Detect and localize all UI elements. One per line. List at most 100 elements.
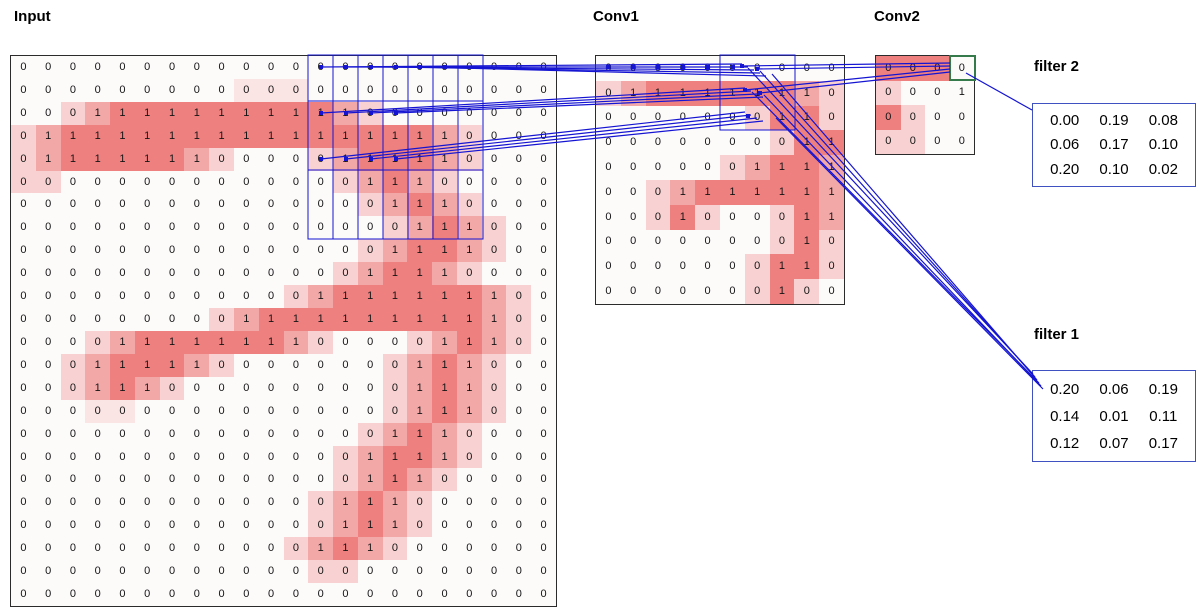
filter2-value: 0.06 [1050, 136, 1080, 154]
input-cell: 1 [308, 101, 334, 125]
input-cell: 1 [407, 147, 433, 171]
input-cell: 1 [357, 537, 383, 561]
input-cell: 0 [333, 422, 358, 446]
input-cell: 1 [382, 422, 408, 446]
input-cell: 0 [233, 78, 259, 102]
input-cell: 0 [35, 445, 61, 469]
conv1-cell: 0 [620, 155, 646, 180]
input-cell: 0 [11, 422, 36, 446]
conv1-cell: 0 [596, 80, 621, 106]
input-cell: 1 [382, 262, 408, 286]
input-cell: 0 [506, 170, 532, 194]
input-cell: 0 [233, 583, 259, 606]
input-cell: 1 [35, 147, 61, 171]
input-cell: 0 [382, 101, 408, 125]
input-cell: 0 [531, 560, 556, 584]
input-cell: 0 [258, 56, 284, 79]
input-cell: 1 [333, 124, 358, 148]
conv1-cell: 0 [744, 105, 770, 131]
conv1-cell: 0 [744, 130, 770, 156]
input-cell: 0 [85, 78, 111, 102]
conv1-cell: 0 [596, 204, 621, 230]
conv2-cell: 0 [876, 105, 901, 130]
input-cell: 0 [506, 491, 532, 515]
input-cell: 0 [134, 262, 160, 286]
input-cell: 0 [209, 216, 234, 240]
input-cell: 0 [85, 239, 111, 263]
conv1-cell: 1 [794, 105, 820, 131]
input-cell: 1 [85, 124, 111, 148]
conv2-cell: 0 [949, 56, 974, 81]
input-cell: 0 [35, 56, 61, 79]
input-cell: 1 [382, 491, 408, 515]
input-cell: 0 [60, 78, 86, 102]
input-cell: 1 [407, 399, 433, 423]
input-cell: 0 [11, 147, 36, 171]
input-cell: 1 [382, 147, 408, 171]
input-cell: 0 [159, 285, 185, 309]
input-cell: 0 [85, 468, 111, 492]
input-cell: 0 [258, 468, 284, 492]
input-cell: 0 [159, 468, 185, 492]
input-cell: 0 [333, 193, 358, 217]
conv1-cell: 0 [769, 229, 795, 255]
input-cell: 0 [85, 491, 111, 515]
input-cell: 0 [308, 514, 334, 538]
input-cell: 0 [308, 445, 334, 469]
input-cell: 0 [506, 445, 532, 469]
input-cell: 0 [233, 468, 259, 492]
input-cell: 1 [308, 537, 334, 561]
input-cell: 1 [35, 124, 61, 148]
input-cell: 0 [506, 147, 532, 171]
input-cell: 0 [110, 468, 135, 492]
conv1-cell: 1 [794, 179, 820, 205]
input-cell: 0 [283, 514, 309, 538]
input-cell: 0 [308, 353, 334, 377]
input-cell: 1 [407, 239, 433, 263]
input-cell: 0 [506, 124, 532, 148]
input-cell: 0 [432, 514, 457, 538]
input-cell: 1 [209, 330, 234, 354]
input-cell: 0 [209, 537, 234, 561]
input-cell: 0 [134, 514, 160, 538]
input-cell: 0 [531, 399, 556, 423]
input-cell: 1 [134, 147, 160, 171]
filter2-value: 0.10 [1148, 136, 1178, 154]
input-cell: 0 [159, 514, 185, 538]
input-cell: 0 [283, 560, 309, 584]
input-cell: 0 [159, 583, 185, 606]
input-cell: 1 [184, 101, 210, 125]
input-cell: 0 [60, 422, 86, 446]
conv1-cell: 1 [794, 155, 820, 180]
conv1-cell: 0 [719, 279, 745, 304]
filter1-value: 0.17 [1148, 434, 1178, 452]
input-cell: 0 [159, 399, 185, 423]
input-cell: 0 [481, 56, 507, 79]
input-cell: 0 [283, 537, 309, 561]
input-cell: 0 [134, 445, 160, 469]
input-cell: 0 [283, 468, 309, 492]
input-cell: 0 [333, 78, 358, 102]
input-cell: 0 [506, 285, 532, 309]
conv1-cell: 0 [596, 155, 621, 180]
input-cell: 0 [407, 491, 433, 515]
input-cell: 0 [233, 376, 259, 400]
input-cell: 0 [209, 285, 234, 309]
input-cell: 0 [531, 537, 556, 561]
conv1-cell: 0 [645, 254, 671, 280]
input-cell: 0 [283, 78, 309, 102]
conv1-cell: 0 [596, 130, 621, 156]
input-cell: 0 [506, 216, 532, 240]
conv1-cell: 0 [719, 155, 745, 180]
filter1-table: 0.20 0.06 0.19 0.14 0.01 0.11 0.12 0.07 0.17 [1032, 370, 1196, 462]
input-cell: 0 [35, 101, 61, 125]
conv1-cell: 1 [769, 279, 795, 304]
input-cell: 0 [308, 583, 334, 606]
input-cell: 0 [209, 491, 234, 515]
input-cell: 0 [531, 376, 556, 400]
input-cell: 0 [456, 101, 482, 125]
input-cell: 0 [11, 170, 36, 194]
conv1-cell: 0 [719, 254, 745, 280]
input-cell: 1 [432, 147, 457, 171]
